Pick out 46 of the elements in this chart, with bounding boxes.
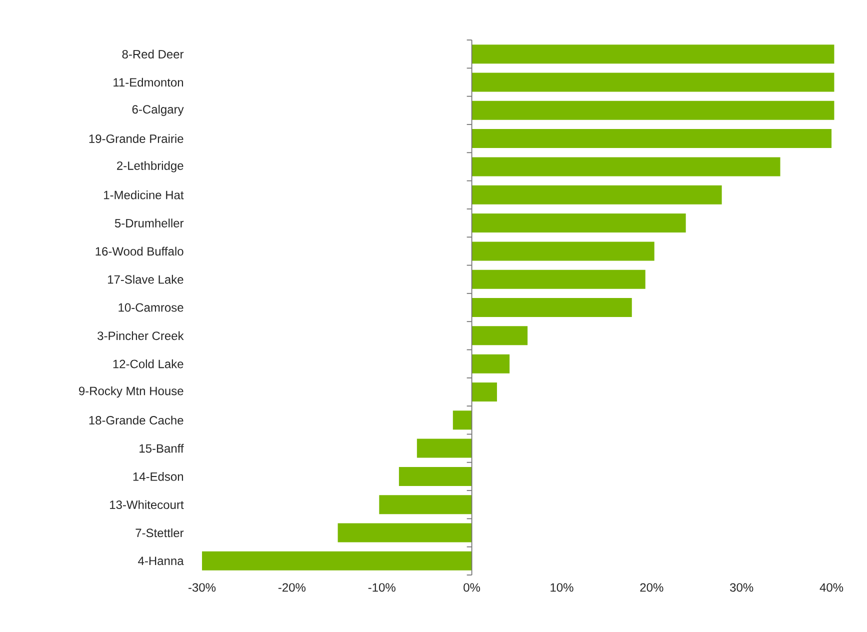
x-tick-label: -20% bbox=[278, 583, 306, 592]
bar bbox=[472, 298, 632, 318]
y-tick-label: 19-Grande Prairie bbox=[89, 134, 184, 143]
y-tick-label: 16-Wood Buffalo bbox=[96, 246, 184, 256]
y-tick-label: 12-Cold Lake bbox=[113, 359, 184, 368]
y-tick-label: 1-Medicine Hat bbox=[104, 190, 184, 200]
bar bbox=[472, 129, 832, 148]
y-tick-label: 2-Lethbridge bbox=[117, 161, 184, 172]
y-tick-label: 6-Calgary bbox=[132, 104, 184, 116]
y-tick-label: 3-Pincher Creek bbox=[98, 331, 184, 340]
bar bbox=[472, 382, 497, 402]
y-tick-label: 18-Grande Cache bbox=[89, 416, 184, 425]
bar bbox=[472, 354, 510, 374]
bar bbox=[472, 326, 528, 346]
y-tick-label: 7-Stettler bbox=[136, 528, 184, 538]
y-tick-label: 13-Whitecourt bbox=[110, 500, 184, 510]
y-tick-label: 9-Rocky Mtn House bbox=[78, 386, 184, 398]
bar bbox=[472, 214, 686, 233]
x-tick-label: 20% bbox=[640, 583, 664, 592]
y-tick-label: 14-Edson bbox=[133, 472, 184, 481]
bar bbox=[472, 157, 780, 176]
bar bbox=[202, 551, 472, 570]
bar bbox=[472, 185, 722, 204]
y-tick-label: 15-Banff bbox=[140, 444, 184, 453]
x-tick-label: 30% bbox=[730, 583, 754, 592]
y-tick-label: 10-Camrose bbox=[118, 303, 184, 312]
bar bbox=[472, 44, 834, 64]
x-tick-label: 40% bbox=[820, 583, 844, 592]
x-tick-label: -10% bbox=[368, 583, 396, 592]
x-tick-label: -30% bbox=[188, 583, 216, 592]
bar bbox=[472, 100, 834, 120]
bar bbox=[472, 270, 646, 289]
bar bbox=[416, 438, 472, 458]
y-tick-label: 5-Drumheller bbox=[114, 218, 184, 228]
y-tick-label: 8-Red Deer bbox=[122, 50, 184, 58]
bar bbox=[338, 523, 472, 542]
y-tick-label: 4-Hanna bbox=[138, 556, 184, 566]
bar bbox=[398, 466, 472, 486]
bar bbox=[452, 410, 472, 430]
x-tick-label: 0% bbox=[464, 583, 480, 592]
y-tick-label: 17-Slave Lake bbox=[108, 274, 184, 284]
bar bbox=[472, 242, 654, 261]
x-tick-label: 10% bbox=[550, 583, 574, 592]
bar bbox=[379, 495, 472, 514]
y-tick-label: 11-Edmonton bbox=[114, 78, 184, 87]
bar bbox=[472, 72, 834, 92]
